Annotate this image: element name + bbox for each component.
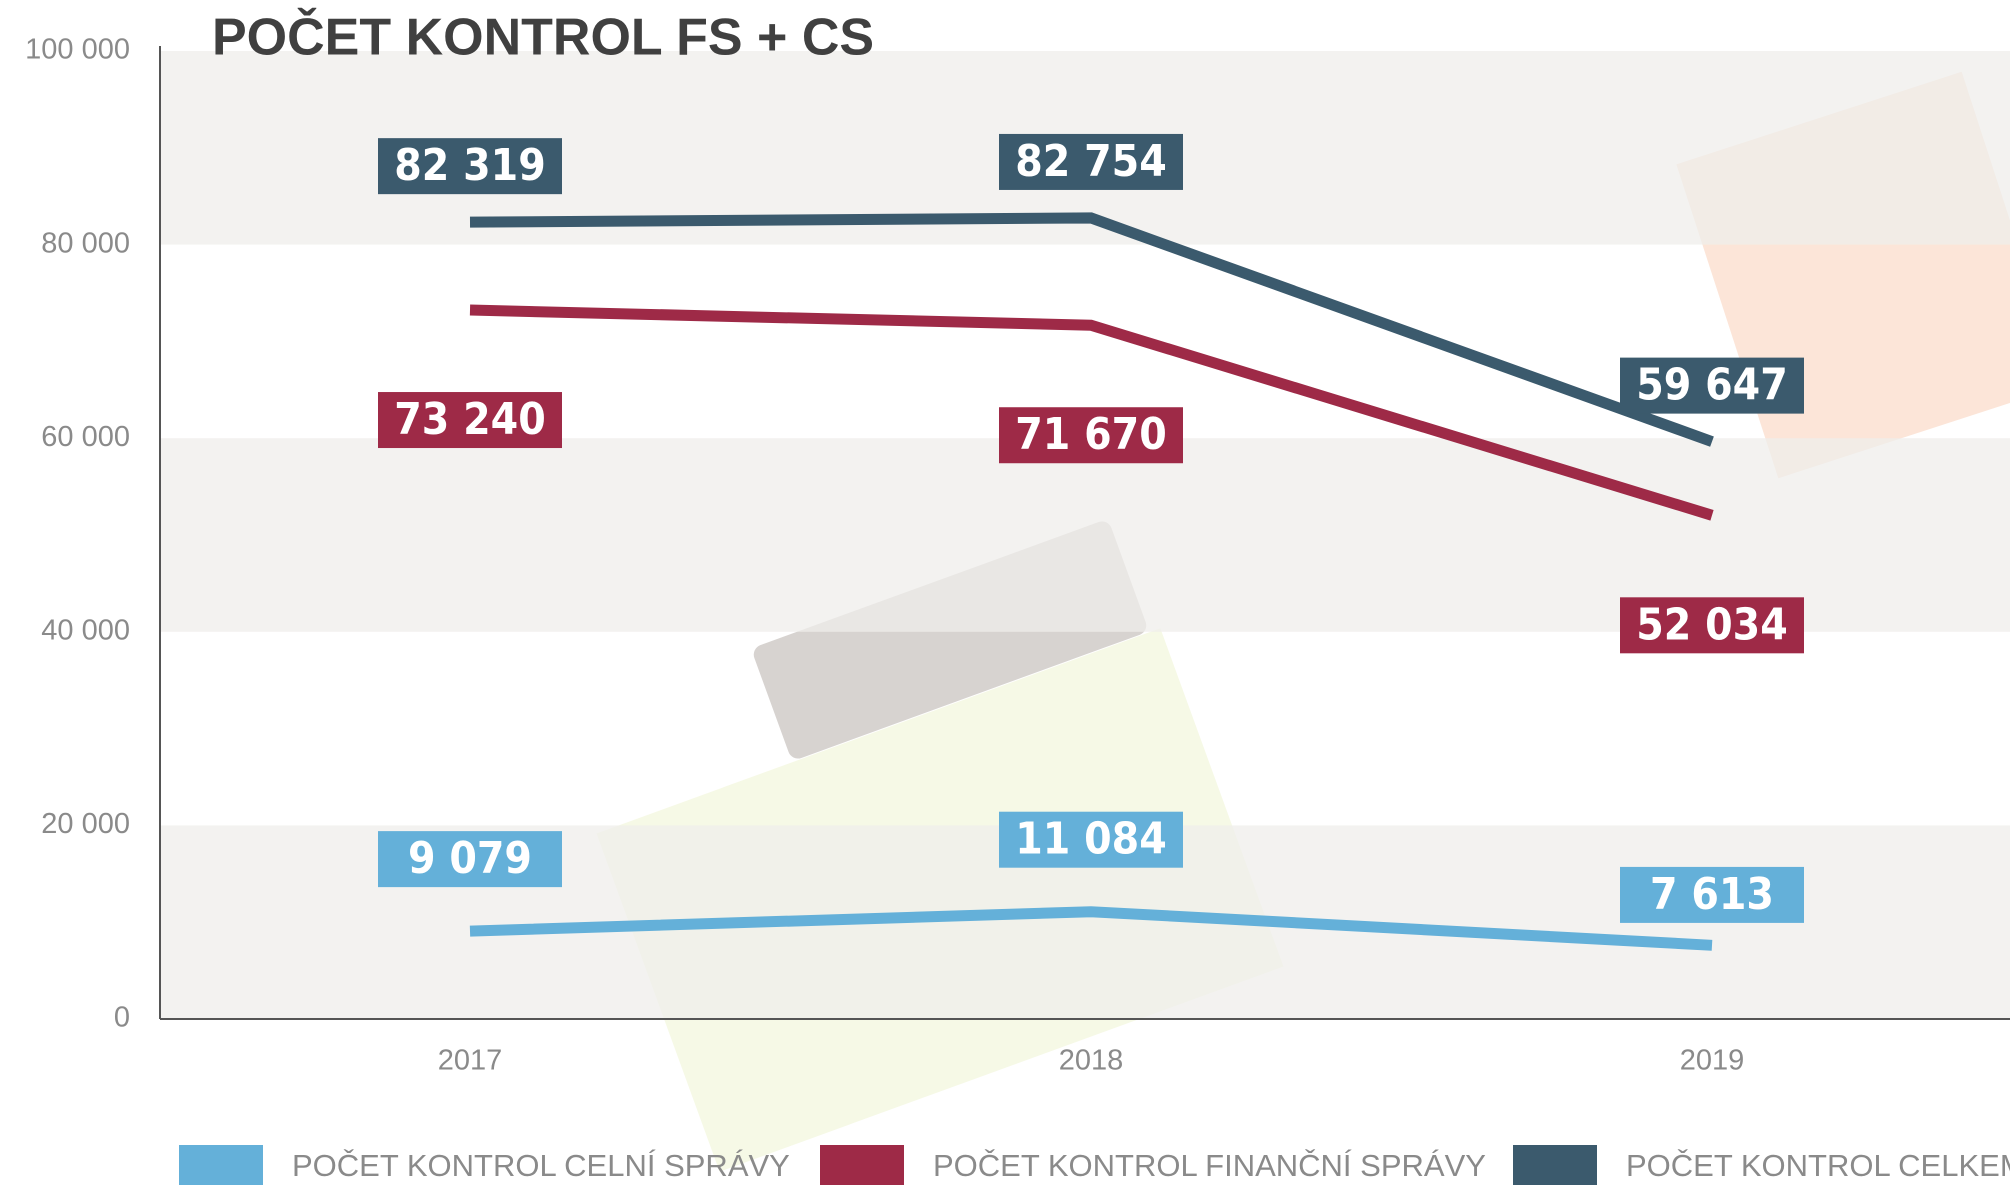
legend-swatch	[820, 1145, 904, 1185]
legend-label: POČET KONTROL FINANČNÍ SPRÁVY	[933, 1148, 1486, 1183]
x-tick-label: 2019	[1680, 1045, 1745, 1077]
y-tick-label: 20 000	[41, 808, 130, 840]
legend-label: POČET KONTROL CELKEM	[1626, 1148, 2010, 1183]
value-label-box	[999, 811, 1183, 868]
y-tick-label: 0	[114, 1002, 130, 1034]
value-label: 73 240	[394, 394, 546, 445]
y-tick-label: 100 000	[25, 34, 130, 66]
value-label: 7 613	[1650, 869, 1774, 920]
value-label: 71 670	[1015, 409, 1167, 460]
legend-swatch	[179, 1145, 263, 1185]
value-label-box	[378, 392, 562, 449]
line-series	[469, 212, 1714, 447]
y-tick-label: 60 000	[41, 421, 130, 453]
legend-swatch	[1513, 1145, 1597, 1185]
value-label-box	[378, 831, 562, 888]
value-label: 9 079	[408, 833, 532, 884]
x-tick-label: 2017	[438, 1045, 503, 1077]
line-series	[469, 906, 1713, 951]
value-label: 82 754	[1015, 136, 1167, 187]
y-tick-label: 40 000	[41, 614, 130, 646]
value-label-box	[1620, 866, 1804, 923]
value-label-box	[999, 407, 1183, 464]
value-label-box	[378, 138, 562, 195]
legend-label: POČET KONTROL CELNÍ SPRÁVY	[292, 1148, 790, 1183]
value-label: 59 647	[1636, 360, 1788, 411]
value-label-box	[999, 133, 1183, 190]
value-label: 82 319	[394, 140, 546, 191]
value-label-box	[1620, 597, 1804, 654]
value-label: 11 084	[1015, 814, 1167, 865]
value-label-box	[1620, 357, 1804, 414]
y-tick-label: 80 000	[41, 227, 130, 259]
line-series	[469, 304, 1714, 521]
chart-title: POČET KONTROL FS + CS	[212, 8, 874, 67]
x-tick-label: 2018	[1059, 1045, 1124, 1077]
value-label: 52 034	[1636, 599, 1788, 650]
